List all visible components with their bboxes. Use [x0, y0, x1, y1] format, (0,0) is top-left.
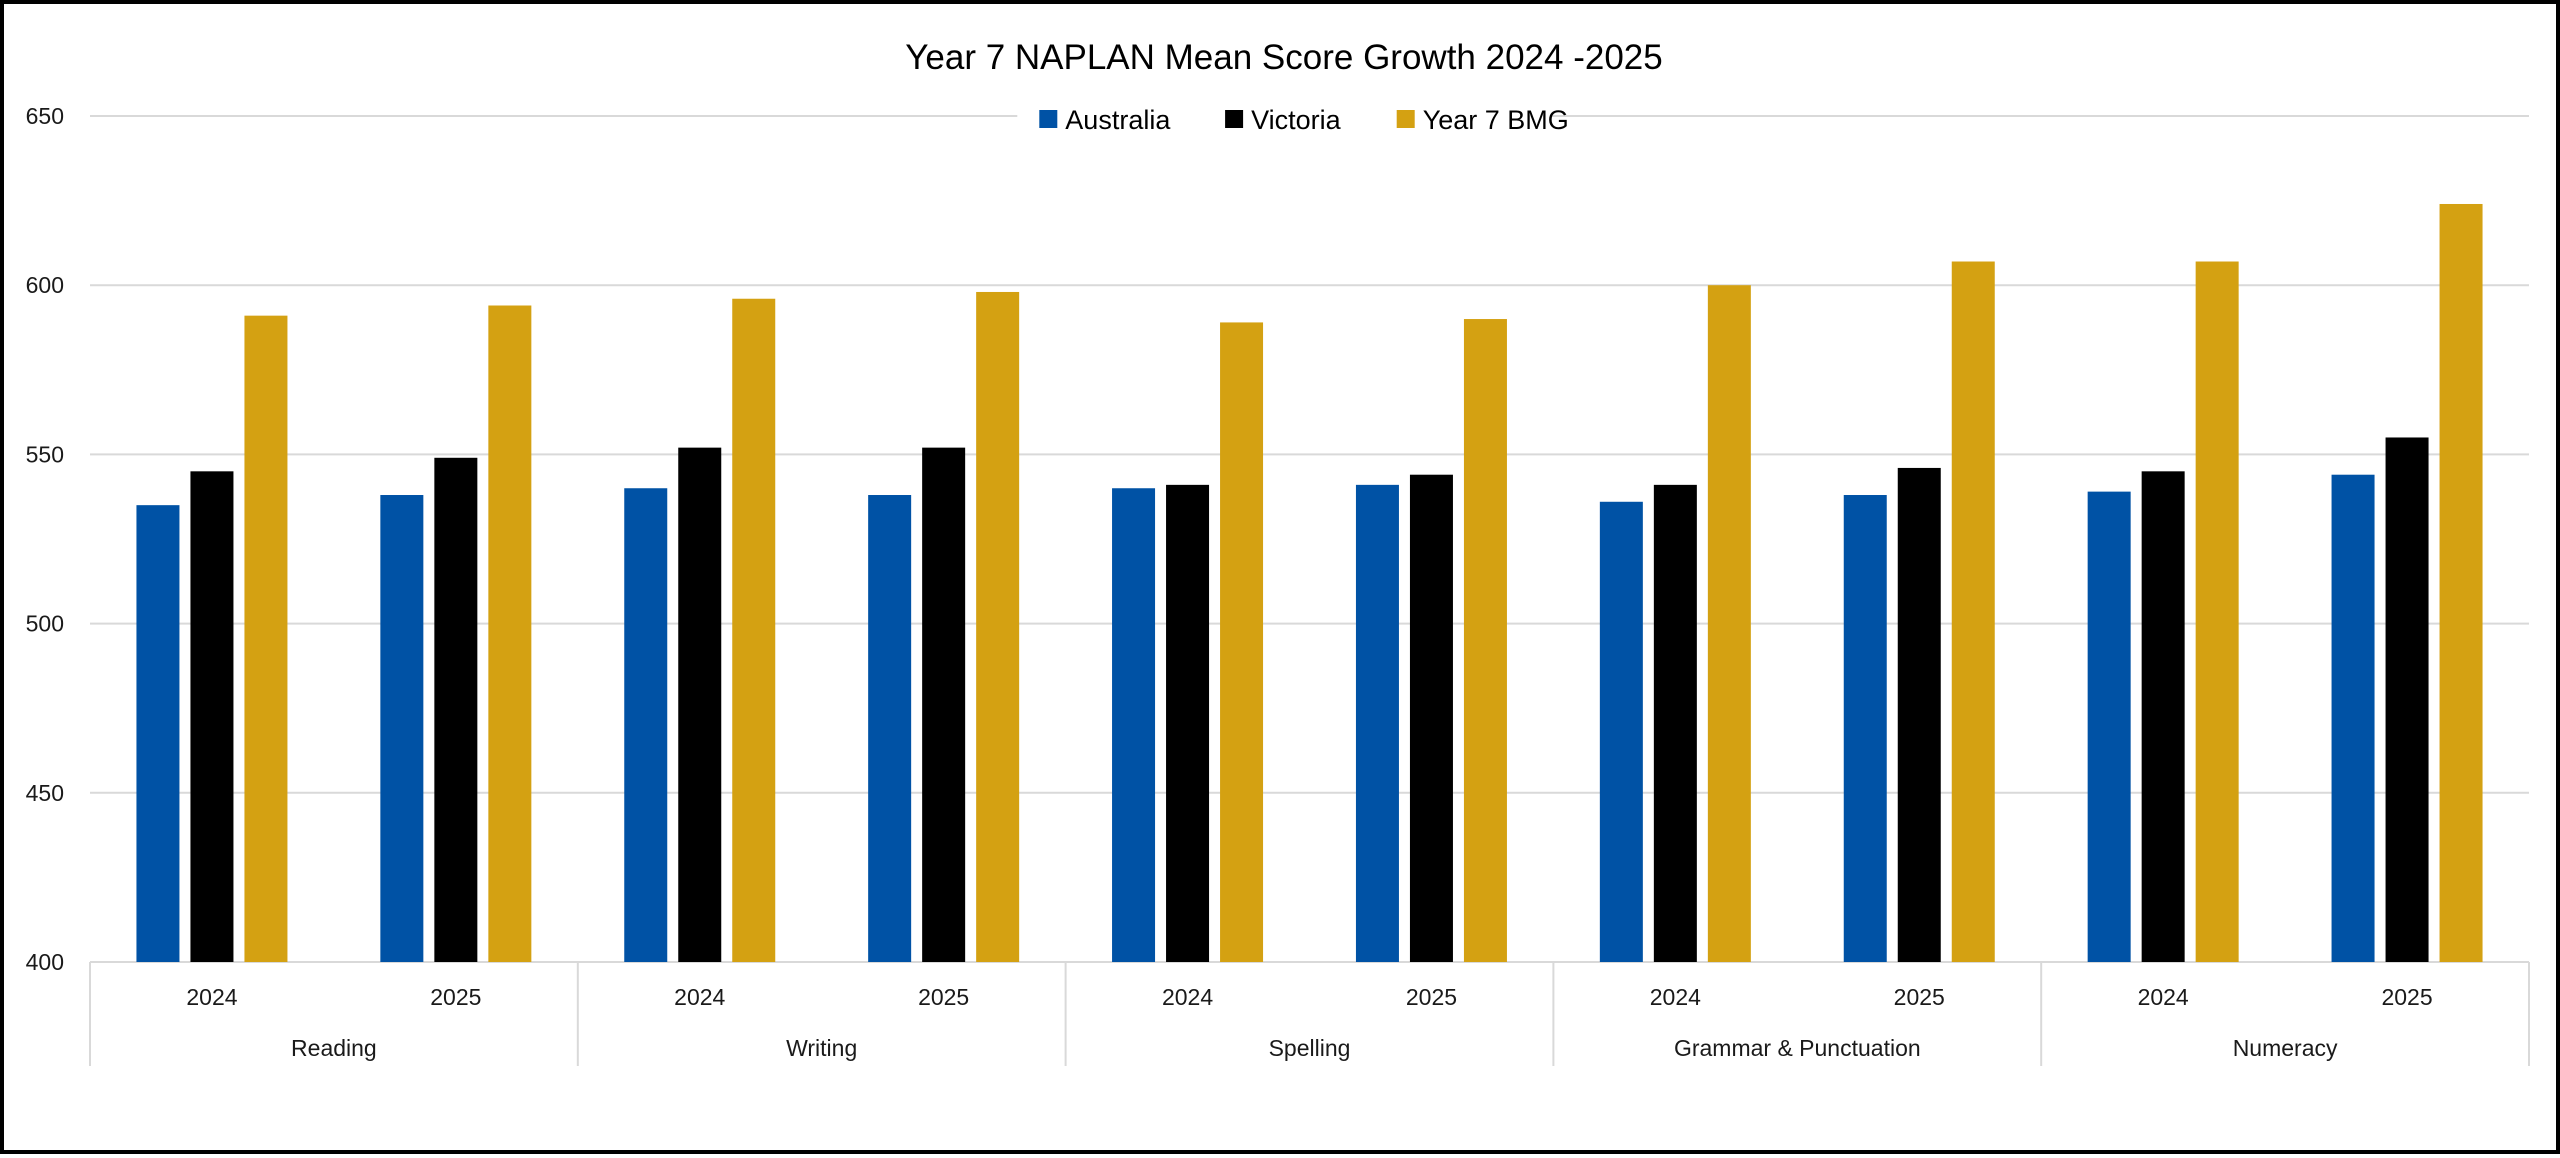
bar-australia: [2087, 491, 2131, 962]
bar-victoria: [678, 447, 722, 963]
bar-victoria: [2141, 471, 2185, 962]
bar-australia: [624, 488, 668, 962]
x-tick-label: 2024: [2138, 984, 2189, 1010]
bar-victoria: [1166, 484, 1210, 962]
group-label: Reading: [291, 1035, 377, 1061]
legend: Australia Victoria Year 7 BMG: [1017, 97, 1569, 141]
x-tick-label: 2025: [918, 984, 969, 1010]
bar-year-7-bmg: [2439, 203, 2483, 962]
bar-victoria: [2385, 437, 2429, 963]
bar-year-7-bmg: [976, 291, 1020, 962]
bar-australia: [1112, 488, 1156, 962]
bar-victoria: [434, 457, 478, 962]
bar-victoria: [1897, 467, 1941, 962]
x-tick-label: 2024: [186, 984, 237, 1010]
bar-australia: [136, 505, 180, 962]
bar-year-7-bmg: [1220, 322, 1264, 962]
x-tick-label: 2025: [1894, 984, 1945, 1010]
bar-australia: [380, 495, 424, 962]
legend-swatch: [1396, 110, 1415, 128]
bar-year-7-bmg: [2195, 261, 2239, 963]
bar-victoria: [922, 447, 966, 963]
bar-australia: [1843, 495, 1887, 962]
bar-victoria: [190, 471, 234, 962]
bar-victoria: [1409, 474, 1453, 962]
y-tick-label: 450: [26, 780, 64, 806]
bars: [136, 203, 2483, 963]
x-tick-label: 2024: [674, 984, 725, 1010]
legend-swatch: [1225, 110, 1244, 128]
bar-year-7-bmg: [1463, 319, 1507, 962]
x-tick-label: 2024: [1162, 984, 1213, 1010]
legend-label: Victoria: [1251, 105, 1342, 135]
bar-year-7-bmg: [1707, 285, 1751, 962]
bar-year-7-bmg: [244, 315, 288, 962]
y-tick-label: 400: [26, 949, 64, 975]
legend-swatch: [1039, 110, 1058, 128]
bar-australia: [2331, 474, 2375, 962]
x-tick-label: 2025: [430, 984, 481, 1010]
x-tick-label: 2025: [2381, 984, 2432, 1010]
y-axis-ticks: 400 450 500 550 600 650: [26, 103, 64, 975]
y-tick-label: 650: [26, 103, 64, 129]
bar-australia: [868, 495, 912, 962]
bar-australia: [1355, 484, 1399, 962]
group-label: Spelling: [1269, 1035, 1351, 1061]
bar-year-7-bmg: [488, 305, 532, 962]
x-tick-label: 2025: [1406, 984, 1457, 1010]
group-label: Numeracy: [2233, 1035, 2338, 1061]
x-tick-label: 2024: [1650, 984, 1701, 1010]
x-axis-ticks: 2024 2025 2024 2025 2024 2025 2024 2025 2024 2025…: [186, 984, 2432, 1061]
bar-victoria: [1653, 484, 1697, 962]
bar-year-7-bmg: [1951, 261, 1995, 963]
y-tick-label: 550: [26, 441, 64, 467]
chart-title: Year 7 NAPLAN Mean Score Growth 2024 -20…: [905, 38, 1662, 77]
legend-label: Year 7 BMG: [1423, 105, 1569, 135]
y-tick-label: 500: [26, 611, 64, 637]
bar-year-7-bmg: [732, 298, 776, 963]
group-label: Grammar & Punctuation: [1674, 1035, 1921, 1061]
legend-label: Australia: [1065, 105, 1171, 135]
y-tick-label: 600: [26, 272, 64, 298]
group-label: Writing: [786, 1035, 857, 1061]
bar-australia: [1599, 501, 1643, 962]
legend-background: [1017, 97, 1551, 141]
